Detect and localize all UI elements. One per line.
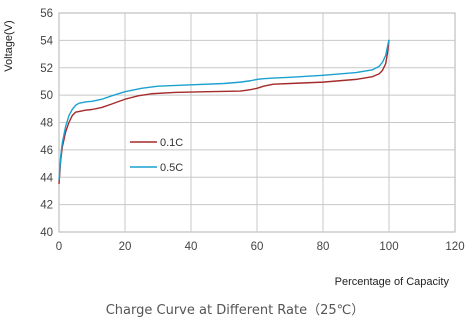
y-tick-label: 52 <box>40 63 53 75</box>
y-tick-label: 54 <box>40 35 53 47</box>
y-tick-label: 44 <box>40 172 53 184</box>
legend-label-0.1C: 0.1C <box>160 137 183 149</box>
x-tick-label: 0 <box>56 241 62 253</box>
legend-label-0.5C: 0.5C <box>160 162 183 174</box>
y-tick-label: 56 <box>40 8 53 20</box>
series-line-0.5C <box>58 39 390 181</box>
x-axis-label: Percentage of Capacity <box>335 276 450 288</box>
y-tick-label: 50 <box>40 90 53 102</box>
x-tick-label: 40 <box>185 241 198 253</box>
chart-caption: Charge Curve at Different Rate（25℃） <box>106 303 365 318</box>
legend: 0.1C 0.5C <box>130 137 183 174</box>
tick-labels: 40 42 44 46 48 50 52 54 56 0 20 40 60 80 100 120 <box>40 8 464 253</box>
y-axis-label: Voltage(V) <box>3 20 15 71</box>
x-tick-label: 80 <box>317 241 330 253</box>
y-tick-label: 48 <box>40 118 53 130</box>
x-tick-label: 20 <box>119 241 132 253</box>
y-tick-label: 42 <box>40 200 53 212</box>
x-tick-label: 100 <box>379 241 398 253</box>
x-tick-label: 60 <box>251 241 264 253</box>
y-tick-label: 46 <box>40 145 53 157</box>
y-tick-label: 40 <box>40 227 53 239</box>
x-tick-label: 120 <box>445 241 464 253</box>
series-line-0.1C <box>58 40 390 185</box>
series-lines <box>58 39 390 185</box>
